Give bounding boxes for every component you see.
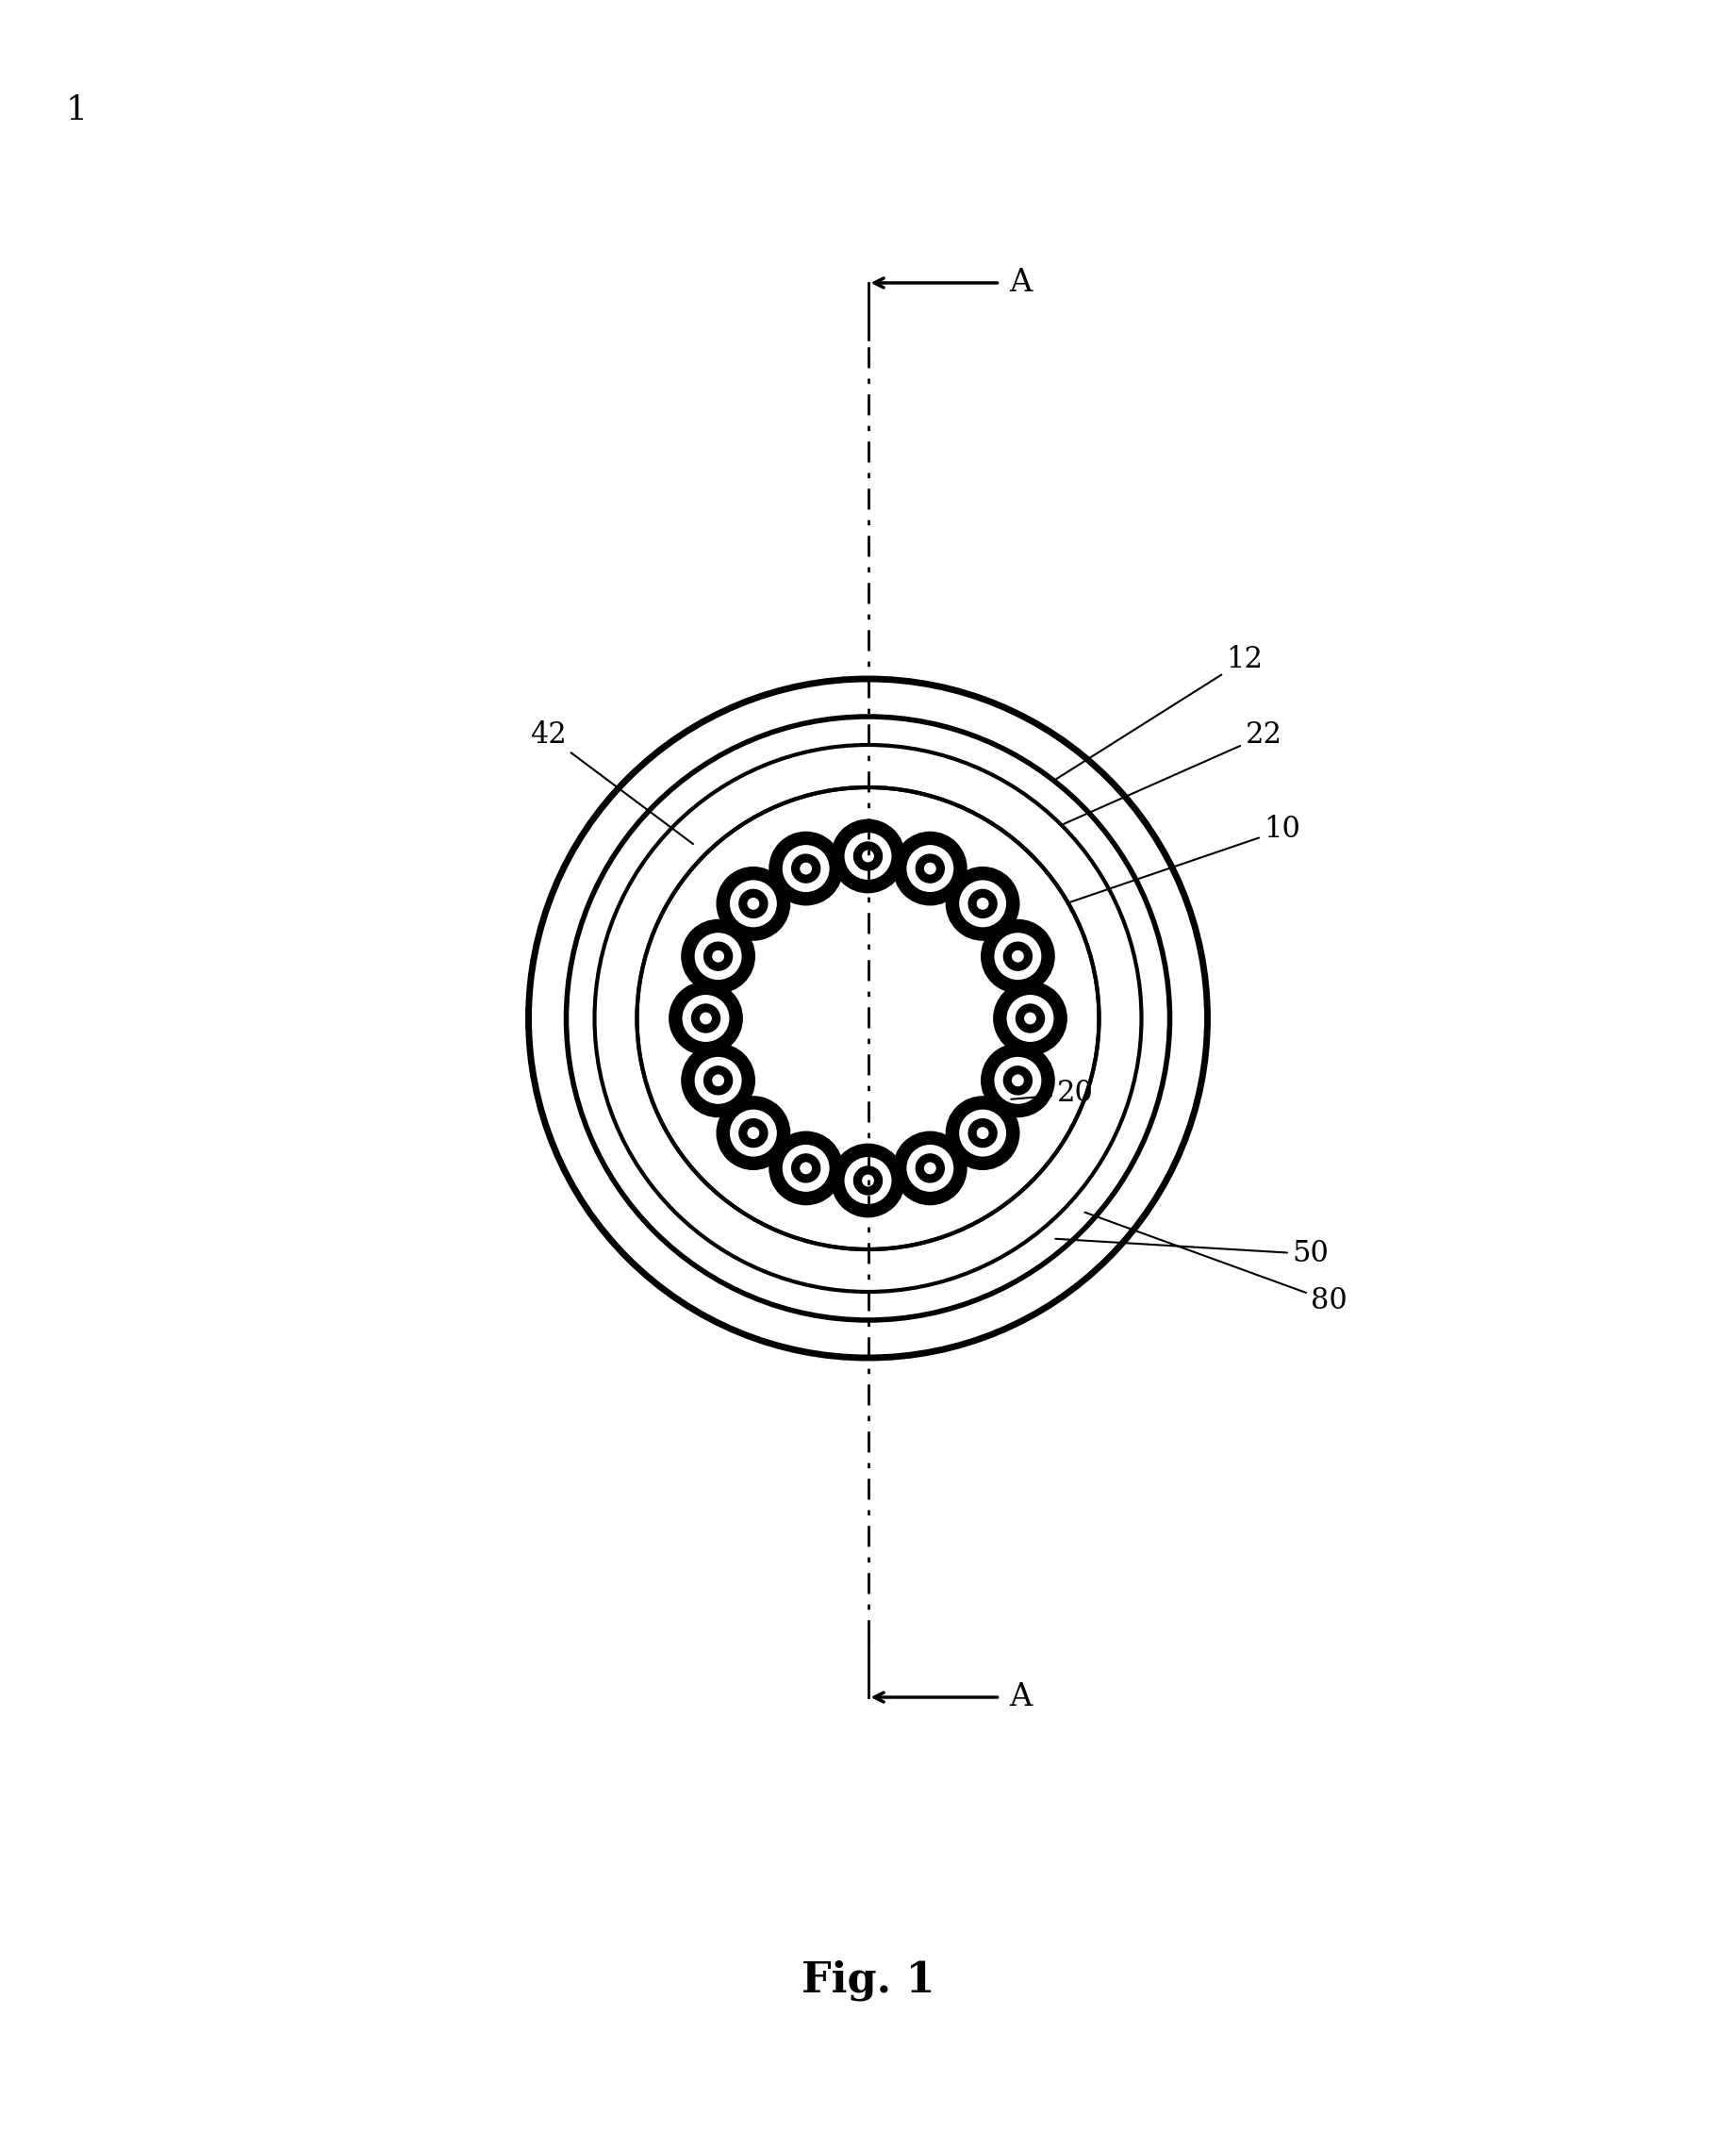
Circle shape	[1016, 1004, 1045, 1034]
Circle shape	[792, 1155, 819, 1183]
Circle shape	[799, 861, 812, 876]
Circle shape	[1003, 942, 1031, 970]
Circle shape	[1012, 1074, 1024, 1087]
Text: 22: 22	[1064, 720, 1281, 825]
Circle shape	[917, 855, 944, 882]
Circle shape	[861, 1174, 875, 1187]
Circle shape	[799, 1161, 812, 1174]
Circle shape	[894, 833, 965, 904]
Circle shape	[781, 1144, 830, 1193]
Circle shape	[854, 1166, 882, 1195]
Circle shape	[958, 880, 1007, 929]
Circle shape	[993, 931, 1042, 980]
Text: A: A	[1009, 269, 1033, 298]
Circle shape	[969, 1119, 996, 1146]
Circle shape	[740, 1119, 767, 1146]
Circle shape	[1003, 1066, 1031, 1095]
Text: 20: 20	[1010, 1078, 1094, 1108]
Text: 50: 50	[1055, 1238, 1330, 1268]
Circle shape	[983, 921, 1054, 993]
Circle shape	[712, 950, 724, 963]
Circle shape	[976, 1127, 990, 1140]
Circle shape	[983, 1044, 1054, 1117]
Circle shape	[946, 867, 1019, 940]
Circle shape	[729, 1108, 778, 1157]
Circle shape	[993, 1055, 1042, 1106]
Circle shape	[995, 982, 1066, 1055]
Text: 1: 1	[66, 94, 89, 126]
Circle shape	[746, 897, 760, 910]
Circle shape	[1012, 950, 1024, 963]
Circle shape	[682, 1044, 753, 1117]
Circle shape	[781, 844, 830, 893]
Text: Fig. 1: Fig. 1	[802, 1961, 934, 2001]
Circle shape	[712, 1074, 724, 1087]
Circle shape	[958, 1108, 1007, 1157]
Circle shape	[771, 1132, 842, 1204]
Circle shape	[729, 880, 778, 929]
Circle shape	[682, 921, 753, 993]
Circle shape	[681, 993, 731, 1042]
Circle shape	[691, 1004, 720, 1034]
Text: 10: 10	[1071, 816, 1300, 901]
Circle shape	[694, 931, 743, 980]
Circle shape	[894, 1132, 965, 1204]
Circle shape	[924, 861, 937, 876]
Text: A: A	[1009, 1681, 1033, 1713]
Circle shape	[946, 1097, 1019, 1170]
Text: 80: 80	[1085, 1213, 1347, 1315]
Circle shape	[969, 889, 996, 918]
Circle shape	[861, 850, 875, 863]
Circle shape	[844, 1155, 892, 1204]
Circle shape	[832, 1144, 904, 1217]
Circle shape	[917, 1155, 944, 1183]
Circle shape	[832, 820, 904, 893]
Circle shape	[740, 889, 767, 918]
Circle shape	[1005, 993, 1055, 1042]
Circle shape	[637, 786, 1099, 1249]
Circle shape	[746, 1127, 760, 1140]
Circle shape	[976, 897, 990, 910]
Circle shape	[906, 1144, 955, 1193]
Circle shape	[700, 1012, 712, 1025]
Circle shape	[670, 982, 741, 1055]
Text: 12: 12	[1055, 646, 1264, 780]
Circle shape	[717, 867, 790, 940]
Text: 42: 42	[529, 720, 693, 844]
Circle shape	[906, 844, 955, 893]
Circle shape	[792, 855, 819, 882]
Circle shape	[705, 942, 733, 970]
Circle shape	[1024, 1012, 1036, 1025]
Circle shape	[717, 1097, 790, 1170]
Circle shape	[705, 1066, 733, 1095]
Circle shape	[924, 1161, 937, 1174]
Circle shape	[694, 1055, 743, 1106]
Circle shape	[771, 833, 842, 904]
Circle shape	[844, 831, 892, 880]
Circle shape	[854, 842, 882, 869]
